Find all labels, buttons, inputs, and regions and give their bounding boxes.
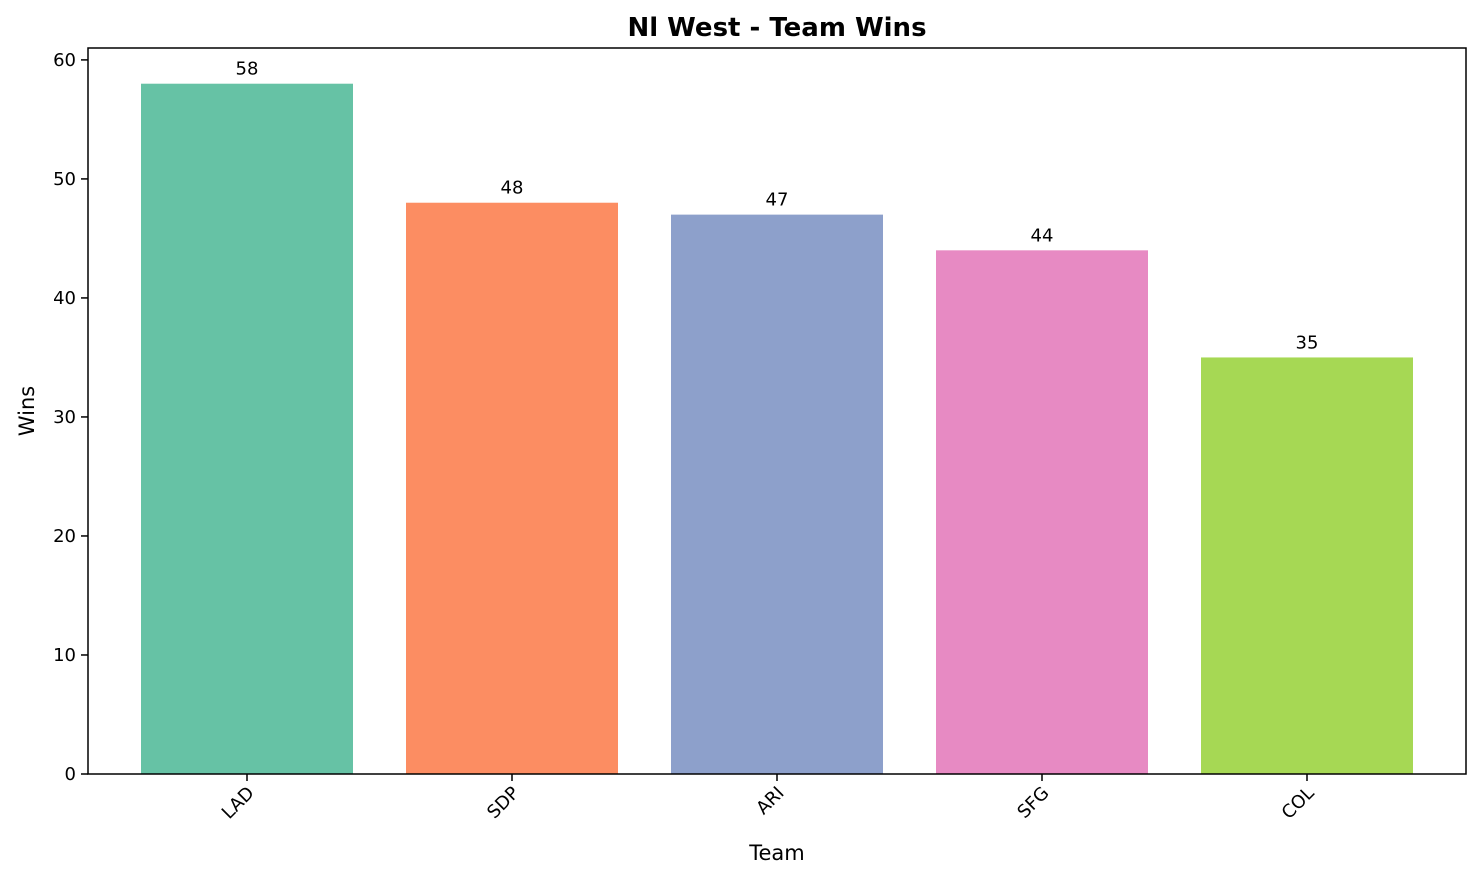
- bar-ari: [671, 214, 883, 775]
- x-axis-label: Team: [748, 841, 805, 865]
- y-tick-label-40: 40: [53, 288, 76, 309]
- bar-sdp: [406, 202, 618, 774]
- y-axis: 0 10 20 30 40 50 60: [53, 50, 88, 785]
- value-label-col: 35: [1296, 332, 1319, 353]
- chart-title: Nl West - Team Wins: [627, 13, 926, 43]
- y-tick-label-10: 10: [53, 645, 76, 666]
- x-tick-label-sfg: SFG: [1013, 783, 1053, 823]
- bar-col: [1201, 357, 1413, 774]
- value-label-sdp: 48: [501, 178, 524, 199]
- bar-sfg: [936, 250, 1148, 774]
- x-axis: LAD SDP ARI SFG COL: [218, 774, 1319, 824]
- x-tick-label-col: COL: [1278, 783, 1319, 824]
- value-label-lad: 58: [236, 59, 259, 80]
- plot-frame: [87, 47, 1467, 775]
- bars-group: [141, 83, 1413, 775]
- y-tick-label-60: 60: [53, 50, 76, 71]
- value-label-sfg: 44: [1031, 225, 1054, 246]
- y-axis-label: Wins: [15, 386, 39, 436]
- y-tick-label-30: 30: [53, 407, 76, 428]
- value-label-ari: 47: [766, 190, 789, 211]
- bar-lad: [141, 83, 353, 775]
- value-labels-group: 58 48 47 44 35: [236, 59, 1319, 354]
- y-tick-label-0: 0: [65, 764, 76, 785]
- y-tick-label-50: 50: [53, 169, 76, 190]
- y-tick-label-20: 20: [53, 526, 76, 547]
- x-tick-label-sdp: SDP: [483, 783, 524, 824]
- x-tick-label-ari: ARI: [752, 783, 788, 819]
- x-tick-label-lad: LAD: [218, 783, 259, 824]
